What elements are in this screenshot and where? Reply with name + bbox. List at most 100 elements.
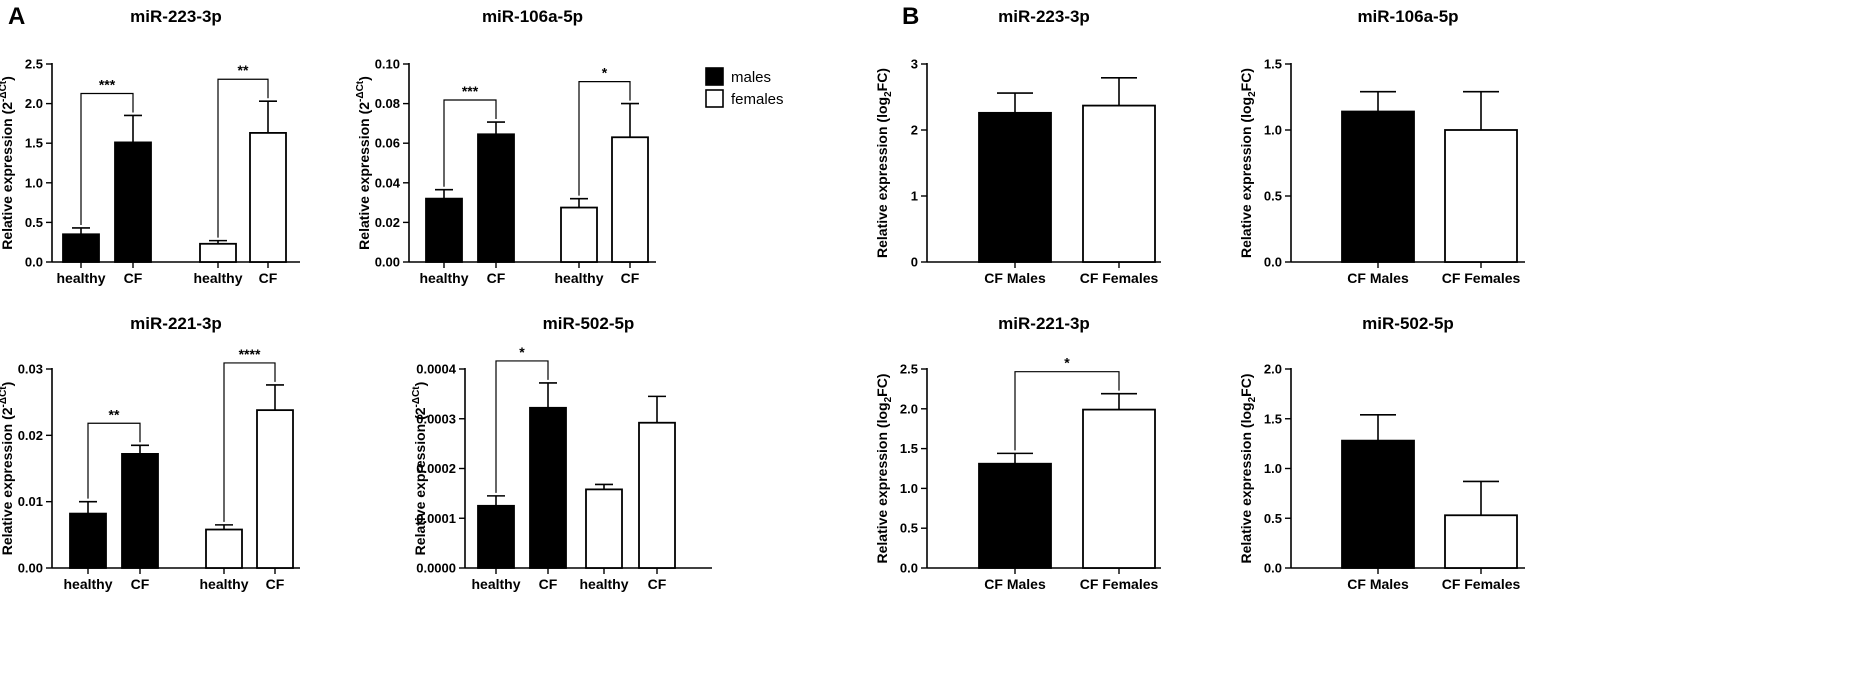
significance-label: **** [239,346,261,362]
y-tick-label: 2.5 [900,362,918,377]
y-tick-label: 0.00 [375,255,400,270]
y-axis-label-main: Relative expression (log [874,402,890,563]
bar-males-cf [529,406,567,569]
panel-letter-b: B [902,3,919,30]
x-category-label: healthy [199,576,248,592]
legend-label-males: males [731,69,771,86]
bar-females-cf-females [1082,104,1156,263]
y-tick-label: 0.01 [18,494,43,509]
y-axis-label-tail: FC) [1238,68,1254,91]
y-tick-label: 0.0 [25,255,43,270]
bar-females-healthy [199,242,237,263]
bar-females-cf [638,421,676,569]
bar-males-cf-males [978,111,1052,263]
panel-letter-a: A [8,3,25,30]
significance-label: ** [109,406,120,422]
x-category-label: CF [621,270,640,286]
bar-males-cf [477,133,515,263]
x-category-label: CF [648,576,667,592]
y-axis-label-superscript: -ΔCt [411,386,422,408]
y-tick-label: 1.0 [25,175,43,190]
bar-females-healthy [205,528,243,569]
y-tick-label: 0.0004 [416,362,457,377]
y-tick-label: 0 [911,255,918,270]
y-tick-label: 2 [911,123,918,138]
bar-females-cf-females [1444,129,1518,263]
y-axis-label-tail: FC) [874,68,890,91]
y-axis-label: Relative expression (log2FC) [1238,68,1258,258]
y-tick-label: 1.0 [1264,123,1282,138]
y-axis-label-subscript: 2 [883,91,894,97]
chart-title: miR-221-3p [130,314,222,333]
y-tick-label: 1.5 [1264,57,1282,72]
y-tick-label: 0.0003 [416,411,456,426]
chart-b2: miR-106a-5p Relative expression (log2FC) 0… [1238,7,1525,286]
y-tick-label: 3 [911,57,918,72]
y-axis-label-superscript: -ΔCt [355,80,366,102]
legend-swatch-females [705,89,724,108]
legend-swatch-males [705,67,724,86]
y-axis-label: Relative expression (log2FC) [874,374,894,564]
y-tick-label: 0.08 [375,96,400,111]
bar-males-cf-males [1341,110,1415,263]
x-category-label: CF Females [1080,576,1159,592]
significance-label: * [519,344,525,360]
x-category-label: CF Males [1347,270,1409,286]
y-tick-label: 1.0 [900,481,918,496]
x-category-label: CF [124,270,143,286]
legend-label-females: females [731,91,784,108]
chart-a1: miR-223-3p Relative expression (2-ΔCt) 0.0… [0,7,300,286]
x-category-label: CF Males [984,270,1046,286]
significance-bracket [443,99,497,187]
chart-title: miR-106a-5p [482,7,583,26]
x-category-label: CF [487,270,506,286]
x-category-label: healthy [579,576,628,592]
significance-bracket [495,360,549,493]
y-axis-label-tail: FC) [874,374,890,397]
y-tick-label: 2.0 [900,401,918,416]
bar-females-healthy [585,488,623,569]
y-axis-label: Relative expression (2-ΔCt) [411,382,428,556]
chart-b3: miR-221-3p Relative expression (log2FC) 0.… [874,314,1161,592]
chart-title: miR-223-3p [130,7,222,26]
y-axis-label: Relative expression (log2FC) [874,68,894,258]
bar-females-cf [611,136,649,263]
y-tick-label: 0.5 [1264,189,1282,204]
y-tick-label: 1 [911,189,918,204]
y-tick-label: 0.0001 [416,511,456,526]
x-category-label: CF Females [1442,576,1521,592]
significance-label: *** [462,83,479,99]
y-tick-label: 0.03 [18,362,43,377]
y-tick-label: 0.06 [375,136,400,151]
chart-title: miR-502-5p [543,314,635,333]
y-axis-label-main: Relative expression (2 [0,407,15,555]
x-category-label: healthy [471,576,520,592]
bar-females-cf [256,409,294,569]
significance-bracket [80,92,134,225]
significance-label: ** [238,62,249,78]
chart-title: miR-502-5p [1362,314,1454,333]
y-axis-label-superscript: -ΔCt [0,386,9,408]
y-axis-label-tail: ) [356,76,372,81]
y-axis-label: Relative expression (log2FC) [1238,374,1258,564]
y-tick-label: 1.5 [1264,411,1282,426]
y-axis-label-main: Relative expression (log [1238,97,1254,258]
y-axis-label-tail: ) [412,382,428,387]
y-axis-label-subscript: 2 [1247,396,1258,402]
bar-males-healthy [62,233,100,263]
x-category-label: CF [539,576,558,592]
x-category-label: CF [131,576,150,592]
y-axis-label-main: Relative expression (log [874,97,890,258]
bar-females-cf-females [1082,408,1156,569]
y-tick-label: 0.5 [900,521,918,536]
y-tick-label: 0.10 [375,57,400,72]
y-tick-label: 0.02 [18,428,43,443]
y-axis-label: Relative expression (2-ΔCt) [0,76,15,250]
x-category-label: healthy [419,270,468,286]
y-tick-label: 0.0 [1264,561,1282,576]
y-axis-label-superscript: -ΔCt [0,80,9,102]
y-tick-label: 0.00 [18,561,43,576]
bar-males-cf-males [1341,439,1415,569]
